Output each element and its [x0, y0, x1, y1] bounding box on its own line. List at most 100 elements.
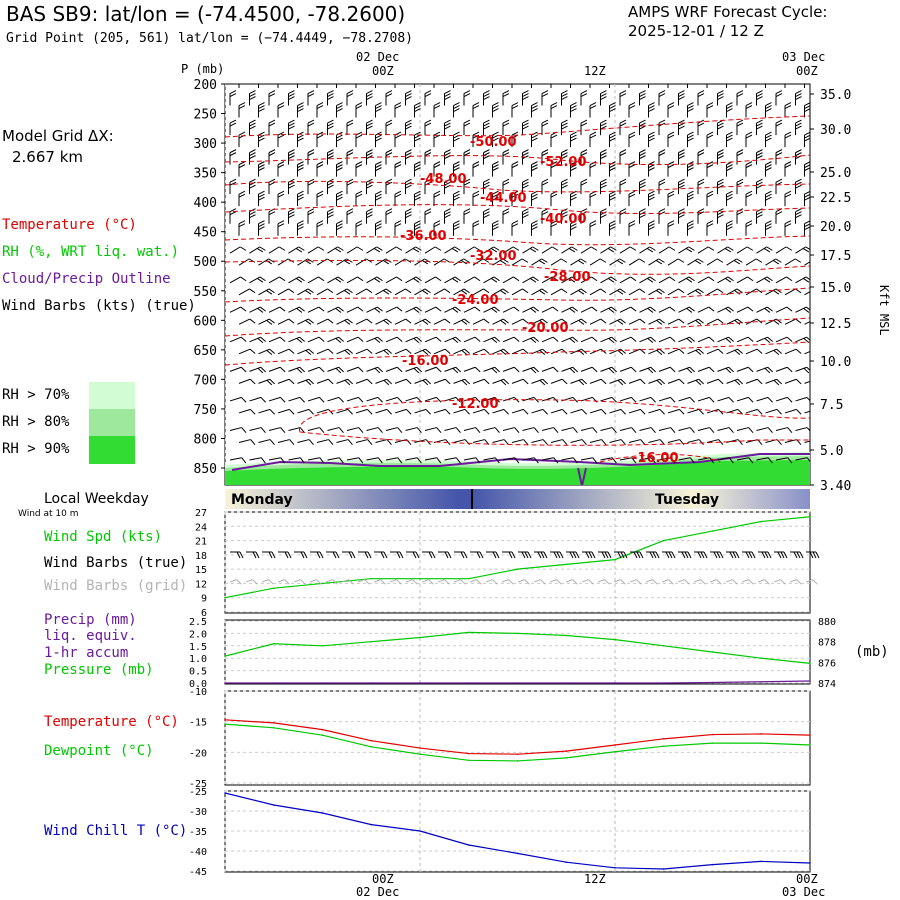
barb-staff: [502, 336, 515, 343]
profile-wind-barb: [355, 190, 363, 207]
barb-feather: [640, 439, 646, 445]
barb-feather: [374, 277, 381, 283]
profile-wind-barb: [268, 276, 286, 284]
profile-wind-barb: [745, 102, 753, 118]
profile-wind-barb: [316, 190, 324, 207]
barb-feather: [609, 223, 616, 228]
surface-wind-barb-grid: [437, 579, 450, 585]
barb-feather: [336, 161, 343, 166]
barb-feather: [678, 378, 685, 385]
profile-wind-barb: [697, 208, 705, 224]
barb-staff: [385, 336, 398, 343]
barb-feather: [561, 152, 568, 157]
profile-wind-barb: [289, 61, 295, 76]
barb-feather: [421, 260, 429, 265]
profile-wind-barb: [307, 246, 325, 254]
barb-feather: [688, 306, 695, 312]
profile-wind-barb: [346, 457, 364, 464]
profile-wind-barb: [600, 457, 617, 464]
barb-feather: [550, 193, 558, 198]
barb-feather: [687, 131, 694, 136]
barb-staff: [405, 276, 417, 284]
barb-feather: [297, 137, 304, 142]
profile-wind-barb: [745, 161, 753, 177]
barb-staff: [375, 258, 386, 266]
barb-staff: [229, 579, 237, 583]
profile-wind-barb: [444, 396, 461, 403]
barb-feather: [266, 349, 273, 356]
surface-wind-barb-grid: [517, 579, 530, 585]
profile-wind-barb: [522, 457, 539, 464]
barb-staff: [550, 318, 563, 325]
barb-feather: [492, 161, 499, 166]
profile-wind-barb: [238, 318, 256, 325]
barb-feather: [259, 276, 266, 282]
profile-wind-barb: [463, 336, 481, 343]
profile-wind-barb: [609, 288, 626, 296]
y-tick-label: 9: [201, 594, 207, 605]
barb-feather: [460, 551, 465, 559]
profile-wind-barb: [238, 102, 246, 118]
y-tick-label: -20: [189, 748, 207, 759]
barb-feather: [736, 152, 744, 157]
profile-wind-barb: [472, 102, 480, 118]
profile-wind-barb: [394, 102, 402, 118]
barb-feather: [655, 551, 660, 559]
barb-staff: [756, 427, 769, 431]
barb-feather: [656, 319, 663, 325]
barb-staff: [394, 348, 407, 355]
y-tick-label: -15: [189, 718, 207, 729]
barb-feather: [756, 122, 763, 127]
barb-feather: [258, 161, 265, 166]
barb-feather: [561, 119, 568, 124]
profile-wind-barb: [366, 366, 383, 374]
profile-wind-barb: [706, 439, 724, 445]
profile-wind-barb: [561, 336, 578, 344]
profile-wind-barb: [385, 396, 403, 403]
precip-line-point: [516, 682, 519, 684]
barb-feather: [316, 223, 324, 228]
barb-feather: [569, 307, 576, 313]
barb-feather: [718, 409, 724, 415]
barb-staff: [522, 306, 534, 313]
barb-feather: [435, 276, 442, 282]
profile-wind-barb: [639, 90, 646, 106]
p-tick-label: 250: [194, 108, 217, 123]
barb-staff: [619, 396, 632, 402]
pressure-line-point: [467, 631, 470, 634]
surface-wind-barb-true: [454, 551, 468, 559]
barb-feather: [436, 457, 442, 464]
profile-wind-barb: [706, 288, 724, 296]
profile-wind-barb: [307, 276, 325, 284]
barb-feather: [776, 61, 782, 64]
barb-feather: [335, 277, 342, 283]
cycle-line-1: AMPS WRF Forecast Cycle:: [628, 3, 828, 21]
barb-feather: [316, 102, 324, 106]
surface-wind-barb-grid: [533, 579, 546, 585]
barb-feather: [561, 378, 568, 385]
barb-feather: [628, 223, 636, 228]
barb-staff: [229, 457, 242, 461]
barb-staff: [288, 396, 301, 402]
profile-wind-barb: [327, 208, 334, 224]
barb-feather: [609, 190, 616, 195]
barb-feather: [747, 306, 754, 312]
barb-feather: [687, 193, 694, 198]
barb-feather: [697, 178, 705, 183]
profile-wind-barb: [550, 288, 568, 296]
barb-staff: [628, 348, 641, 355]
barb-feather: [804, 108, 810, 112]
barb-feather: [250, 439, 256, 445]
barb-feather: [687, 220, 694, 225]
barb-feather: [706, 164, 714, 169]
barb-staff: [293, 579, 301, 583]
barb-feather: [767, 336, 773, 342]
surface-wind-barb-true: [758, 551, 772, 559]
profile-wind-barb: [229, 306, 247, 313]
profile-wind-barb: [589, 318, 607, 325]
barb-feather: [756, 152, 763, 157]
barb-feather: [355, 102, 363, 106]
barb-feather: [601, 409, 607, 415]
barb-feather: [659, 409, 665, 415]
barb-feather: [377, 366, 383, 373]
